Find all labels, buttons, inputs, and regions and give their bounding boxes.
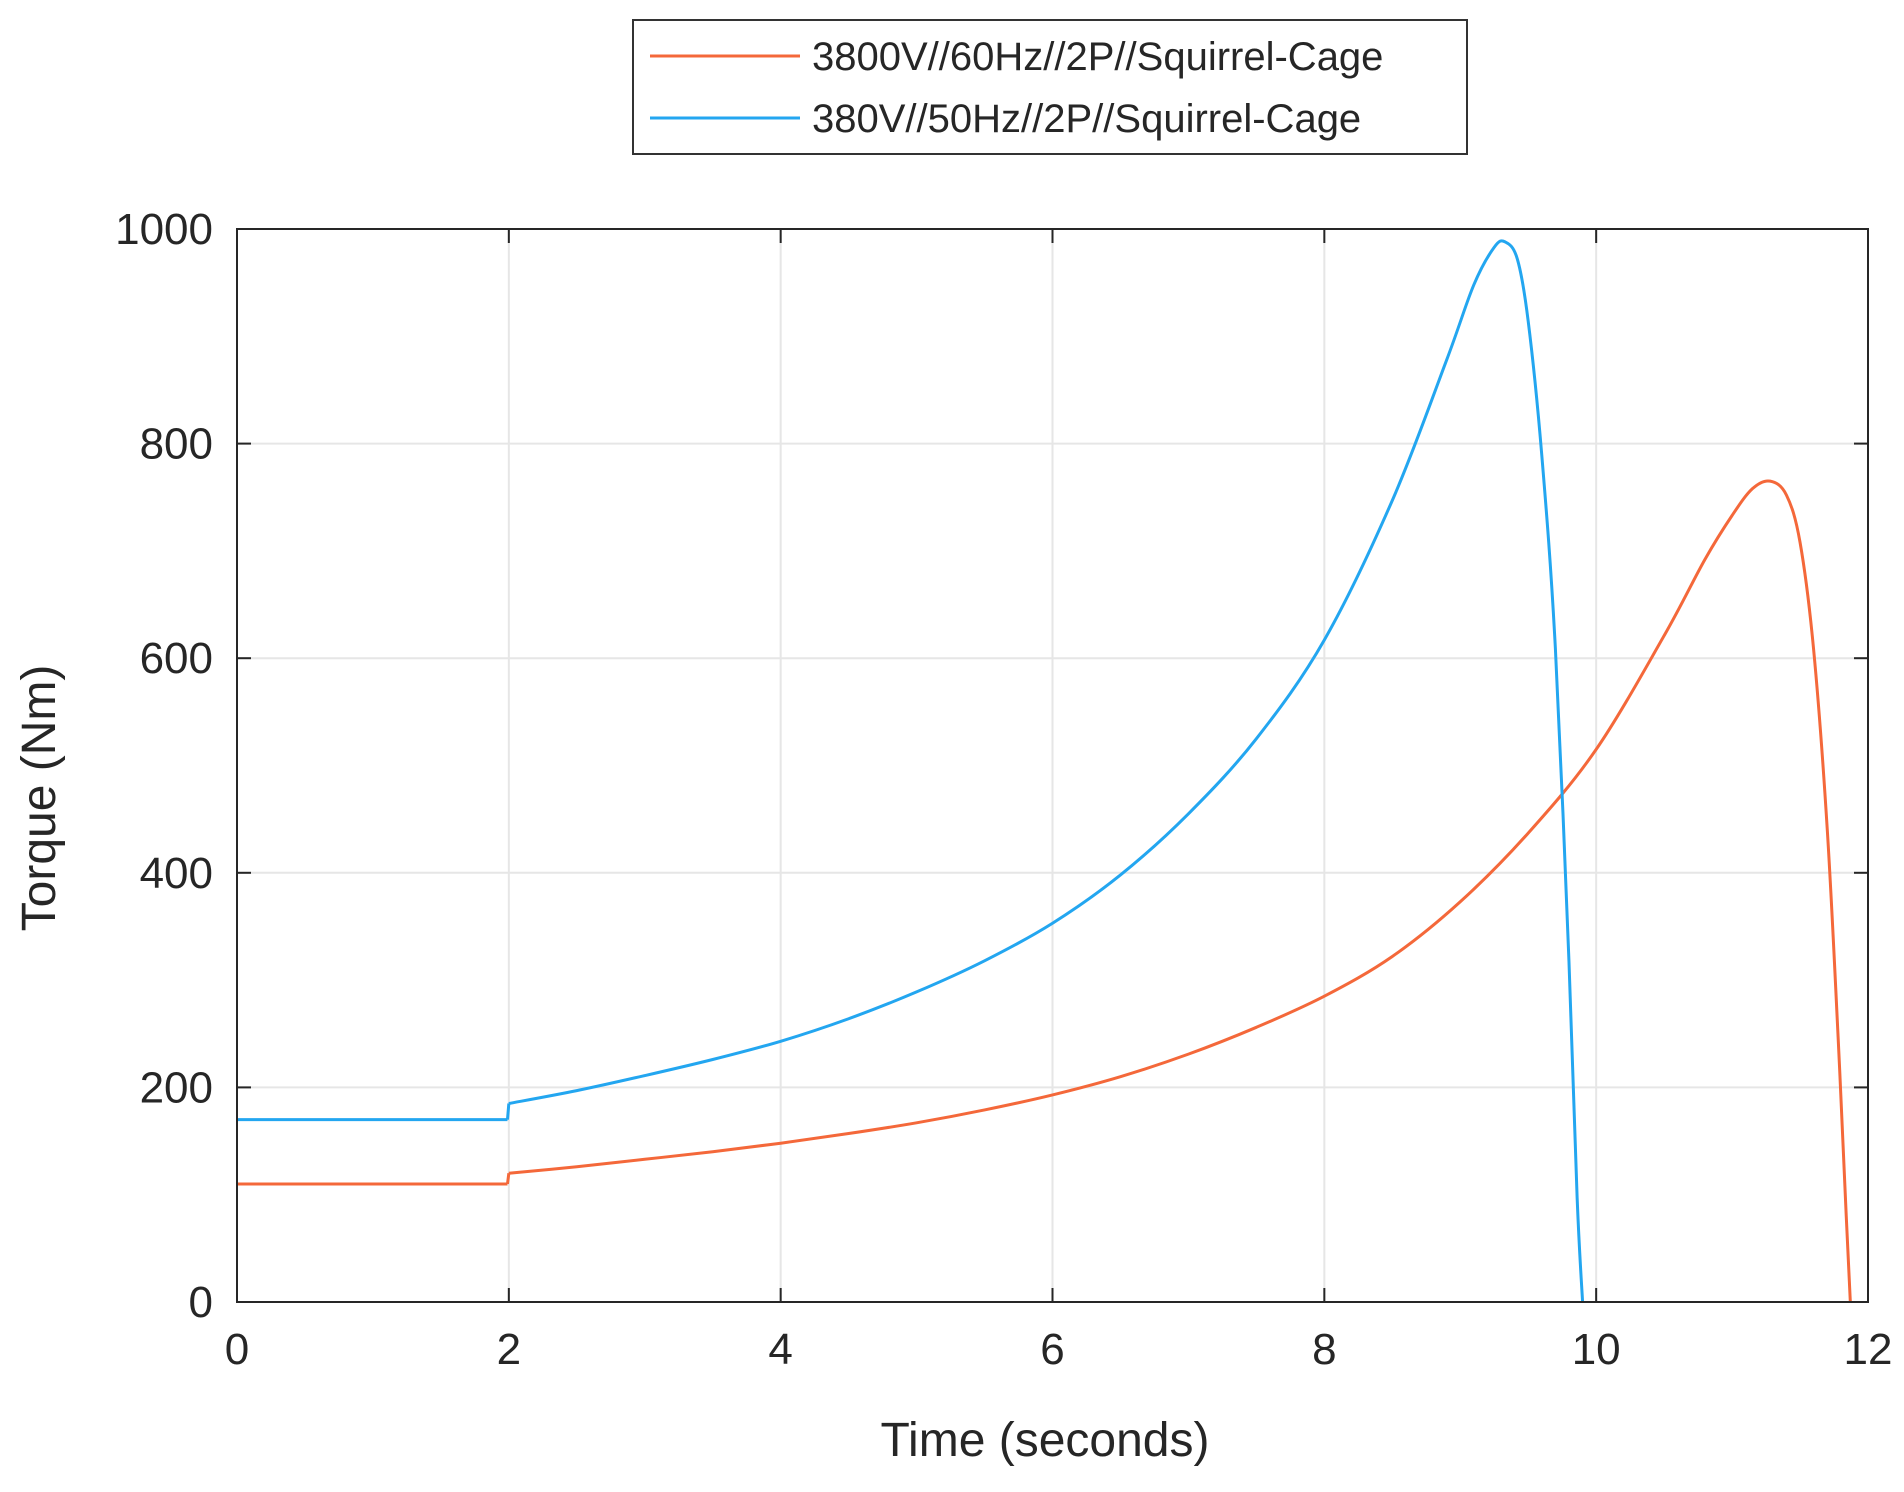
plot-area-border [236,228,1869,1303]
axes [236,228,1869,1303]
series-line-curve [508,239,1585,1303]
x-tick-label: 2 [497,1325,521,1374]
series-line-curve [508,479,1852,1303]
x-tick-label: 6 [1040,1325,1064,1374]
y-tick-label: 200 [140,1063,213,1112]
y-axis-label: Torque (Nm) [13,665,66,932]
y-tick-label: 600 [140,634,213,683]
x-tick-label: 12 [1844,1325,1893,1374]
grid [237,229,1868,1302]
tick-labels: 0 2 4 6 8 10 12 0 200 400 600 800 1000 [115,205,1892,1374]
legend: 3800V//60Hz//2P//Squirrel-Cage 380V//50H… [632,19,1468,155]
legend-box [632,19,1468,155]
series-line-step [505,1173,511,1185]
x-tick-label: 4 [768,1325,792,1374]
series-1 [237,239,1585,1303]
y-tick-label: 400 [140,849,213,898]
y-tick-label: 1000 [115,205,213,254]
y-tick-label: 800 [140,420,213,469]
x-tick-label: 0 [225,1325,249,1374]
series-lines [237,239,1852,1303]
legend-label-380v: 380V//50Hz//2P//Squirrel-Cage [812,97,1361,141]
legend-label-3800v: 3800V//60Hz//2P//Squirrel-Cage [812,35,1383,79]
x-tick-label: 10 [1572,1325,1621,1374]
x-axis-label: Time (seconds) [881,1414,1210,1467]
y-tick-label: 0 [189,1278,213,1327]
series-0 [237,479,1852,1303]
series-line-step [505,1103,511,1120]
x-tick-label: 8 [1312,1325,1336,1374]
